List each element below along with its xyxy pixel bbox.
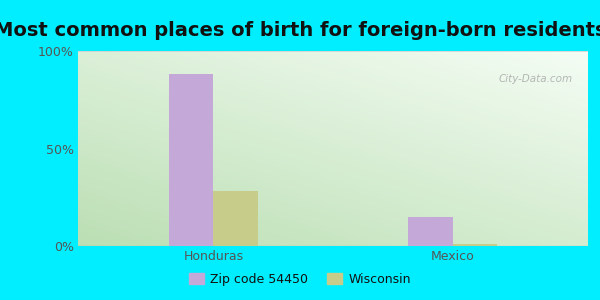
Legend: Zip code 54450, Wisconsin: Zip code 54450, Wisconsin bbox=[184, 268, 416, 291]
Text: Most common places of birth for foreign-born residents: Most common places of birth for foreign-… bbox=[0, 21, 600, 40]
Bar bbox=[214, 191, 258, 246]
Bar bbox=[452, 244, 497, 246]
Bar bbox=[169, 74, 214, 246]
Text: City-Data.com: City-Data.com bbox=[499, 74, 573, 84]
Bar bbox=[408, 217, 452, 246]
